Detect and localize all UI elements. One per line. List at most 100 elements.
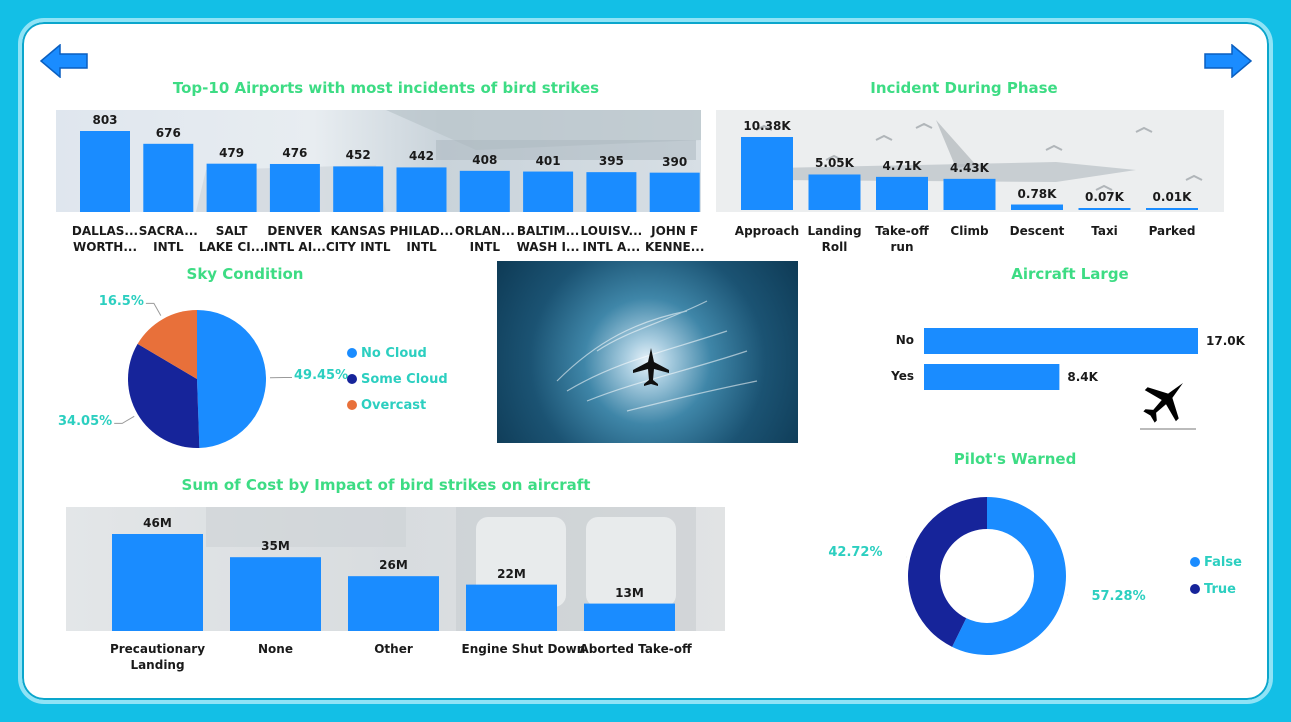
- cost-bar[interactable]: [230, 557, 321, 631]
- airports-title: Top-10 Airports with most incidents of b…: [172, 79, 600, 97]
- legend-dot-icon: [1190, 584, 1200, 594]
- phase-category-label: Climb: [950, 224, 989, 238]
- airport-bar[interactable]: [586, 172, 637, 212]
- sky-title: Sky Condition: [186, 265, 304, 283]
- airports-chart: [80, 131, 700, 212]
- cost-bar[interactable]: [584, 603, 675, 631]
- airport-bar[interactable]: [333, 166, 384, 212]
- sky-leader-line: [145, 302, 162, 316]
- phase-value-label: 0.01K: [1152, 190, 1192, 204]
- airport-category-label: LOUISV... INTL A...: [580, 224, 643, 254]
- phase-title: Incident During Phase: [870, 79, 1058, 97]
- cost-category-label: Engine Shut Down: [461, 642, 586, 656]
- aircraft-title: Aircraft Large: [1011, 265, 1129, 283]
- cost-category-label: Precautionary Landing: [109, 642, 206, 672]
- airport-category-label: DALLAS... WORTH...: [71, 224, 139, 254]
- legend-dot-icon: [347, 374, 357, 384]
- cost-bar[interactable]: [112, 534, 203, 631]
- airport-bar[interactable]: [396, 167, 447, 212]
- cost-bar[interactable]: [348, 576, 439, 631]
- airport-value-label: 479: [219, 145, 245, 160]
- legend-dot-icon: [1190, 557, 1200, 567]
- sky-leader-line: [114, 415, 135, 424]
- sky-slice[interactable]: [137, 310, 197, 379]
- airport-value-label: 803: [92, 113, 118, 127]
- airport-category-label: JOHN F KENNE...: [644, 224, 705, 254]
- airport-bar[interactable]: [206, 163, 257, 212]
- sky-legend-item[interactable]: Some Cloud: [347, 372, 448, 387]
- pilot-warned-donut: [906, 497, 1068, 655]
- airport-bar[interactable]: [80, 131, 130, 212]
- airport-category-label: DENVER INTL AI...: [263, 224, 326, 254]
- aircraft-category-label: Yes: [891, 369, 914, 383]
- airport-value-label: 476: [282, 145, 308, 160]
- airport-category-label: SALT LAKE CI...: [198, 224, 265, 254]
- phase-value-label: 0.78K: [1017, 186, 1057, 201]
- phase-category-label: Landing Roll: [807, 224, 862, 254]
- airport-category-label: PHILAD... INTL: [389, 224, 454, 254]
- legend-dot-icon: [347, 348, 357, 358]
- aircraft-large-chart: [924, 328, 1198, 390]
- cost-title: Sum of Cost by Impact of bird strikes on…: [181, 476, 591, 494]
- cost-category-label: Other: [374, 642, 413, 656]
- sky-percent-label: 16.5%: [98, 294, 144, 310]
- cost-chart: [112, 534, 675, 631]
- airport-value-label: 442: [408, 149, 435, 164]
- phase-value-label: 4.43K: [950, 160, 989, 175]
- airport-value-label: 390: [662, 154, 688, 169]
- airport-bar[interactable]: [523, 171, 574, 212]
- sky-percent-label: 49.45%: [293, 368, 349, 384]
- phase-category-label: Descent: [1009, 224, 1065, 238]
- pilot-slice[interactable]: [908, 497, 987, 647]
- phase-bar[interactable]: [876, 176, 928, 210]
- phase-bar[interactable]: [1078, 208, 1131, 210]
- cost-value-label: 22M: [497, 566, 526, 581]
- aircraft-bar[interactable]: [924, 328, 1198, 354]
- phase-category-label: Taxi: [1091, 224, 1118, 238]
- sky-legend-item[interactable]: Overcast: [347, 398, 426, 413]
- pilot-percent-label: 42.72%: [828, 545, 883, 560]
- phase-bar[interactable]: [943, 178, 996, 210]
- airport-value-label: 401: [535, 153, 561, 168]
- right-arrow-icon[interactable]: [1204, 44, 1252, 78]
- phase-category-label: Take-off run: [875, 224, 929, 254]
- left-arrow-icon[interactable]: [40, 44, 88, 78]
- airport-category-label: SACRA... INTL: [138, 224, 198, 254]
- pilot-legend-item[interactable]: True: [1190, 582, 1236, 597]
- sky-pie-chart: [114, 302, 292, 448]
- airport-bar[interactable]: [143, 143, 194, 212]
- airport-category-label: KANSAS CITY INTL: [325, 224, 391, 254]
- phase-bar[interactable]: [741, 137, 793, 210]
- cost-value-label: 26M: [379, 558, 408, 573]
- pilot-legend-item[interactable]: False: [1190, 555, 1242, 570]
- aircraft-value-label: 17.0K: [1206, 334, 1245, 348]
- airport-bar[interactable]: [649, 172, 700, 212]
- phase-value-label: 10.38K: [743, 119, 791, 133]
- legend-dot-icon: [347, 400, 357, 410]
- cost-category-label: None: [258, 642, 293, 656]
- phase-chart: [741, 137, 1198, 210]
- airport-value-label: 408: [472, 152, 498, 167]
- phase-category-label: Approach: [734, 224, 800, 238]
- sky-airplane-photo: [497, 261, 798, 443]
- sky-legend-item[interactable]: No Cloud: [347, 346, 427, 361]
- aircraft-bar[interactable]: [924, 364, 1060, 390]
- sky-slice[interactable]: [197, 310, 266, 448]
- airport-category-label: BALTIM... WASH I...: [516, 224, 580, 254]
- cost-bar[interactable]: [466, 584, 557, 631]
- phase-bar[interactable]: [808, 174, 861, 210]
- phase-bar[interactable]: [1146, 208, 1198, 210]
- cost-value-label: 35M: [261, 539, 290, 554]
- sky-slice[interactable]: [128, 343, 200, 448]
- airport-bar[interactable]: [269, 163, 320, 212]
- pilot-slice[interactable]: [952, 497, 1066, 655]
- sky-percent-label: 34.05%: [58, 414, 113, 430]
- airport-value-label: 676: [155, 125, 181, 140]
- cost-value-label: 13M: [615, 585, 644, 600]
- pilot-title: Pilot's Warned: [953, 450, 1077, 468]
- cost-value-label: 46M: [143, 516, 172, 530]
- airport-bar[interactable]: [459, 170, 510, 212]
- phase-value-label: 5.05K: [815, 156, 854, 171]
- airport-value-label: 395: [598, 154, 624, 169]
- phase-bar[interactable]: [1011, 204, 1063, 210]
